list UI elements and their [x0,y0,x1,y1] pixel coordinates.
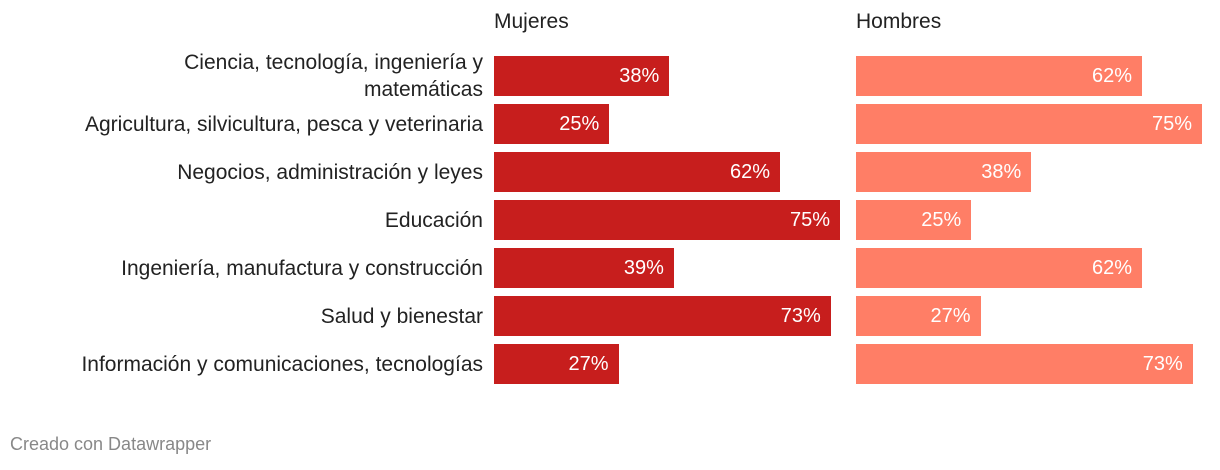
bar-mujeres [494,248,674,288]
chart-row: Educación 75% 25% [0,200,1220,240]
category-label: Información y comunicaciones, tecnología… [81,352,483,376]
bar-value-label: 73% [1142,353,1183,375]
bar-hombres [856,104,1202,144]
bar-value-label: 27% [568,353,609,375]
bar-mujeres [494,104,610,144]
bar-value-label: 39% [623,257,664,279]
split-bar-chart: Mujeres Hombres Ciencia, tecnología, ing… [0,10,1220,384]
category-label: Negocios, administración y leyes [177,160,483,184]
category-label: Agricultura, silvicultura, pesca y veter… [85,112,483,136]
chart-row: Salud y bienestar 73% 27% [0,296,1220,336]
category-label: Ciencia, tecnología, ingeniería y matemát… [184,51,483,101]
bar-value-label: 27% [930,305,971,327]
bar-mujeres [494,56,670,96]
bar-hombres [856,152,1032,192]
category-label: Educación [384,208,483,232]
bar-value-label: 73% [780,305,821,327]
bar-value-label: 38% [619,65,660,87]
bar-value-label: 62% [1091,257,1133,279]
bar-value-label: 75% [789,209,830,231]
bar-mujeres [494,200,840,240]
bar-mujeres [494,152,781,192]
bar-value-label: 25% [559,113,600,135]
bar-hombres [856,296,981,336]
chart-row: Negocios, administración y leyes 62% 38% [0,152,1220,192]
bar-hombres [856,56,1143,96]
chart-row: Ciencia, tecnología, ingeniería y matemát… [0,51,1220,101]
category-label: Salud y bienestar [320,304,483,328]
bar-value-label: 38% [981,161,1022,183]
bar-mujeres [494,344,619,384]
bar-value-label: 62% [1091,65,1133,87]
credit-text: Creado con Datawrapper [10,434,212,454]
bar-mujeres [494,296,831,336]
chart-row: Ingeniería, manufactura y construcción 39… [0,248,1220,288]
bar-hombres [856,248,1143,288]
column-header-hombres: Hombres [856,10,942,33]
category-label: Ingeniería, manufactura y construcción [121,256,483,280]
bar-value-label: 62% [729,161,771,183]
chart-row: Agricultura, silvicultura, pesca y veter… [0,104,1220,144]
bar-hombres [856,344,1193,384]
bar-value-label: 75% [1151,113,1192,135]
bar-value-label: 25% [921,209,962,231]
chart-row: Información y comunicaciones, tecnología… [0,344,1220,384]
bar-hombres [856,200,972,240]
column-header-mujeres: Mujeres [494,10,569,33]
